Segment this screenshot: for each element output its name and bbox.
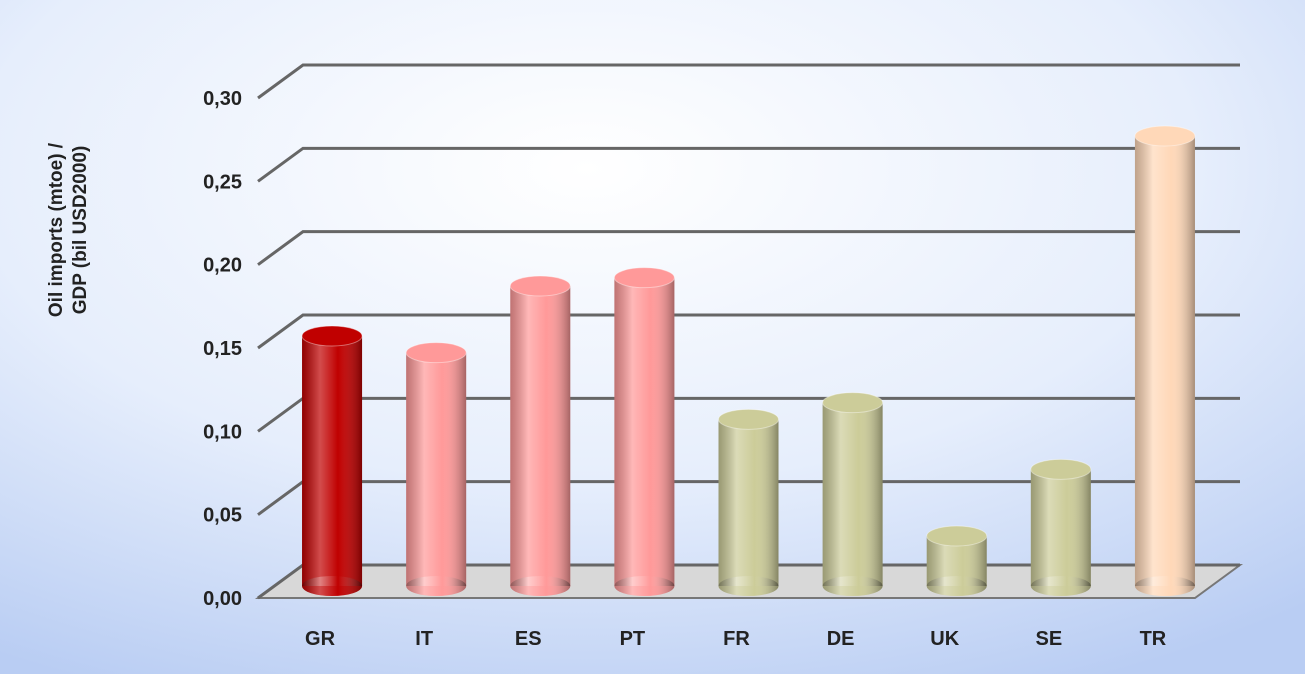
bar-shade: [510, 286, 571, 586]
y-tick-label: 0,15: [203, 338, 242, 360]
bar-top: [822, 392, 884, 414]
bar-shade: [302, 336, 363, 586]
x-tick-label: PT: [620, 628, 646, 650]
x-tick-label: SE: [1035, 628, 1062, 650]
x-tick-label: IT: [415, 628, 433, 650]
y-tick-label: 0,30: [203, 88, 242, 110]
x-tick-label: UK: [930, 628, 959, 650]
y-tick-label: 0,10: [203, 421, 242, 443]
bar-top: [1030, 458, 1092, 480]
x-tick-label: FR: [723, 628, 750, 650]
bar-top: [301, 325, 363, 347]
bar-top: [405, 342, 467, 364]
bar-shade: [614, 277, 675, 586]
y-tick-label: 0,00: [203, 588, 242, 610]
bar-shade: [406, 352, 467, 586]
x-tick-label: GR: [305, 628, 336, 650]
y-axis-title: Oil imports (mtoe) /: [46, 142, 67, 317]
grid-line: [257, 230, 1240, 266]
grid-line: [257, 63, 1240, 100]
bar-shade: [1030, 469, 1091, 586]
bar-top: [718, 408, 779, 430]
grid-line: [257, 313, 1240, 350]
grid-line: [257, 146, 1240, 183]
x-tick-label: ES: [515, 628, 542, 650]
x-tick-label: DE: [827, 628, 855, 650]
y-tick-label: 0,20: [203, 255, 242, 277]
bar-top: [509, 275, 571, 297]
y-tick-label: 0,05: [203, 505, 242, 527]
bar-shade: [718, 419, 779, 586]
y-axis-title: GDP (bil USD2000): [70, 146, 91, 315]
bar-shade: [1134, 136, 1195, 586]
y-tick-label: 0,25: [203, 171, 242, 193]
bar-top: [926, 525, 988, 547]
bar-shade: [822, 402, 883, 586]
bar-top: [613, 267, 675, 289]
x-tick-label: TR: [1140, 628, 1167, 650]
bar-top: [1134, 125, 1196, 147]
